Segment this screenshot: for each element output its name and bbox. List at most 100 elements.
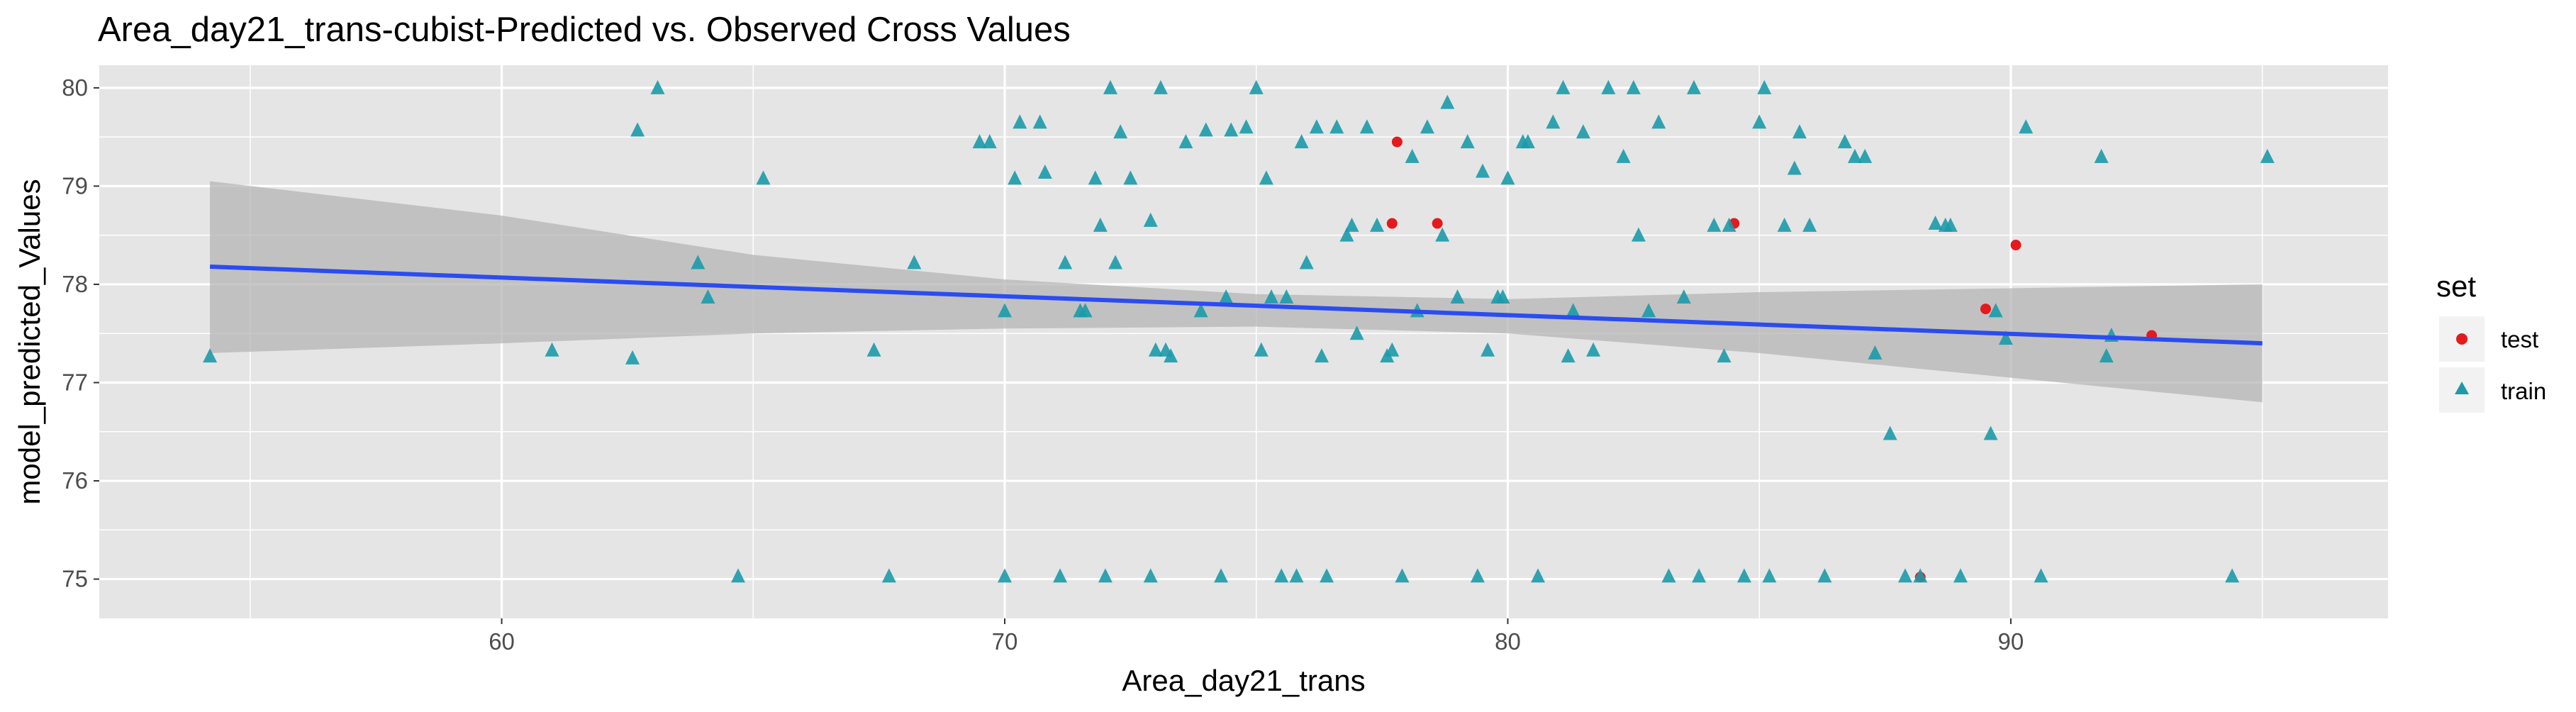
data-point-train [866,342,881,357]
data-point-train [1576,124,1590,139]
data-point-train [1847,148,1862,163]
confidence-ribbon [210,181,2263,403]
y-axis-title: model_predicted_Values [13,179,46,504]
data-point-train [2225,568,2240,583]
data-point-train [1566,303,1580,318]
data-point-train [1108,255,1123,269]
data-point-train [1259,170,1273,185]
data-point-train [1013,114,1027,129]
data-point-train [1686,79,1701,94]
data-point-train [1249,79,1264,94]
confidence-ribbon-layer [210,181,2263,403]
data-point-train [1088,170,1103,185]
data-point-train [1460,134,1475,149]
data-point-train [998,568,1013,583]
data-point-train [1359,119,1374,134]
data-point-train [1450,289,1465,304]
data-point-train [1868,345,1883,360]
data-point-train [1289,568,1304,583]
data-point-train [1752,114,1767,129]
data-point-train [2019,119,2034,134]
data-point-train [1601,79,1616,94]
data-point-train [1329,119,1344,134]
data-point-train [1103,79,1117,94]
data-point-train [2034,568,2048,583]
data-point-train [1470,568,1485,583]
data-point-train [1546,114,1561,129]
y-tick-label: 78 [62,271,88,297]
data-point-train [1159,342,1173,357]
data-point-train [2099,348,2114,363]
y-axis-ticks: 75 76 77 78 79 80 [62,74,99,592]
data-point-train [907,255,922,269]
data-point-train [1858,148,1873,163]
data-point-train [1520,134,1535,149]
y-tick-label: 75 [62,566,88,592]
data-point-test [2010,240,2022,251]
data-point-train [1928,216,1943,230]
data-point-train [1495,289,1510,304]
data-point-train [1556,79,1571,94]
data-point-train [1707,217,1722,232]
data-point-train [1395,568,1410,583]
data-point-train [1631,227,1646,242]
data-point-test [1980,304,1991,315]
data-point-train [1692,568,1707,583]
data-point-train [691,255,706,269]
legend-key-test-marker [2456,333,2468,345]
data-point-train [1143,212,1158,227]
x-tick-label: 80 [1495,628,1521,655]
data-point-train [1385,342,1400,357]
data-point-train [1178,134,1193,149]
data-point-train [1500,170,1515,185]
data-point-train [2094,148,2109,163]
data-point-train [1722,217,1736,232]
data-point-train [1224,122,1239,137]
x-axis-ticks: 60 70 80 90 [489,618,2024,655]
data-point-train [1651,114,1666,129]
points-layer [203,79,2275,583]
data-point-train [1717,348,1732,363]
data-point-train [1058,255,1073,269]
data-point-train [1320,568,1334,583]
data-point-train [1239,119,1254,134]
data-point-train [1309,119,1324,134]
data-point-train [1349,326,1364,340]
data-point-train [1998,330,2013,345]
x-axis-title: Area_day21_trans [1122,664,1365,697]
legend-title: set [2436,269,2476,303]
y-tick-label: 77 [62,369,88,395]
data-point-train [1123,170,1138,185]
data-point-train [1616,148,1631,163]
data-point-train [1435,227,1450,242]
data-point-train [1344,217,1359,232]
data-point-train [1586,342,1601,357]
legend-label-train: train [2501,378,2546,404]
data-point-train [625,350,640,365]
data-point-test [1391,136,1403,148]
data-point-train [1983,425,1998,440]
data-point-train [1475,163,1490,178]
data-point-train [1883,425,1897,440]
data-point-train [1219,289,1234,304]
data-point-train [1938,217,1953,232]
data-point-train [1561,348,1576,363]
data-point-train [630,122,645,137]
data-point-train [1037,165,1052,179]
y-tick-label: 79 [62,172,88,199]
data-point-train [1988,303,2003,318]
data-point-train [1787,160,1802,175]
data-point-train [1032,114,1047,129]
data-point-train [1405,148,1420,163]
x-tick-label: 60 [489,628,515,655]
fit-line [209,265,2263,346]
data-point-train [1008,170,1022,185]
data-point-train [701,289,715,304]
data-point-test [1386,218,1398,229]
legend: set test train [2436,269,2546,413]
data-point-train [998,303,1013,318]
data-point-train [1153,79,1168,94]
data-point-train [1792,124,1807,139]
data-point-train [1676,289,1691,304]
